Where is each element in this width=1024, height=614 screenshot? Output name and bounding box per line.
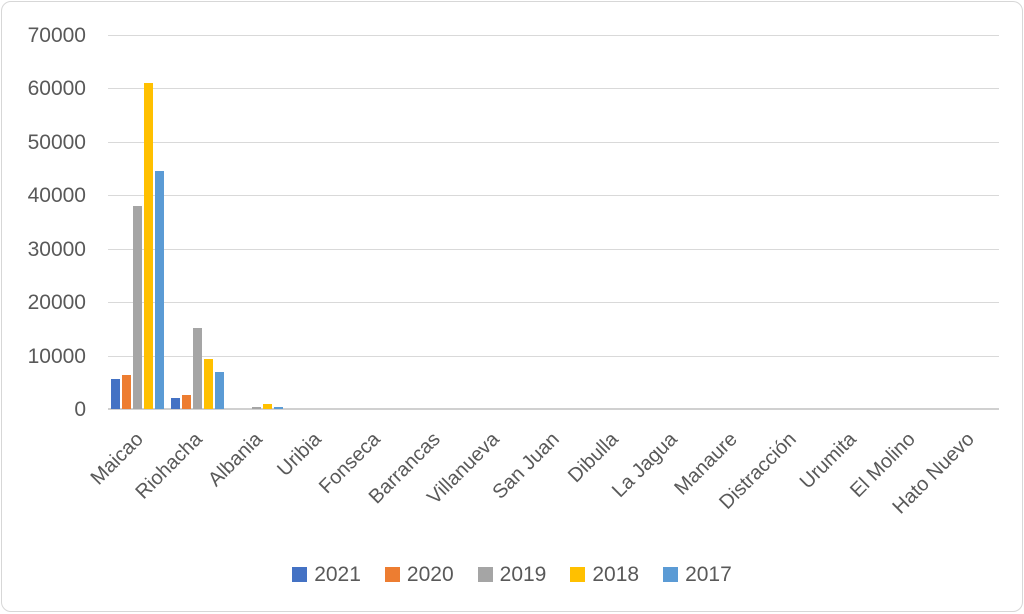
bar-2018-riohacha (203, 358, 213, 409)
bar-2017-maicao (155, 171, 165, 409)
y-axis-tick-label: 20000 (27, 291, 86, 315)
bar-2018-maicao (144, 83, 154, 409)
legend-swatch-icon (570, 567, 586, 582)
gridline (108, 248, 999, 250)
bar-2021-maicao (111, 378, 121, 409)
bar-2018-albania (263, 404, 272, 409)
bar-2020-maicao (122, 374, 132, 409)
legend-swatch-icon (292, 567, 308, 582)
legend-label: 2017 (685, 563, 732, 586)
y-axis-tick-label: 0 (74, 398, 86, 421)
y-axis-tick-label: 10000 (27, 344, 86, 368)
legend-label: 2021 (314, 563, 361, 586)
gridline (108, 355, 999, 357)
bar-2019-maicao (133, 205, 143, 409)
y-axis-tick-label: 30000 (27, 237, 86, 261)
gridline (108, 88, 999, 90)
legend-label: 2019 (499, 563, 547, 586)
bar-2021-riohacha (170, 397, 180, 409)
legend-label: 2020 (406, 563, 454, 586)
bar-2017-albania (274, 407, 283, 409)
legend-item-2020: 2020 (384, 563, 454, 586)
legend-item-2021: 2021 (292, 564, 361, 585)
bar-2019-riohacha (192, 328, 202, 409)
bar-2019-albania (252, 406, 261, 409)
gridline (108, 302, 999, 304)
y-axis-tick-label: 50000 (27, 130, 86, 154)
bar-2020-riohacha (181, 394, 191, 409)
y-axis-tick-label: 40000 (27, 184, 86, 208)
legend-swatch-icon (477, 567, 493, 582)
y-axis-tick-label: 60000 (27, 77, 86, 101)
legend-item-2018: 2018 (570, 564, 639, 585)
x-axis-line (108, 408, 999, 410)
gridline (108, 195, 999, 197)
chart-legend: 2021 2020 2019 2018 2017 (2, 564, 1022, 585)
legend-item-2019: 2019 (477, 563, 547, 586)
legend-item-2017: 2017 (663, 564, 732, 585)
bar-2017-riohacha (214, 371, 224, 409)
gridline (108, 35, 999, 36)
y-axis-tick-label: 70000 (27, 24, 86, 47)
legend-swatch-icon (663, 567, 679, 582)
legend-label: 2018 (592, 563, 640, 586)
gridline (108, 141, 999, 143)
legend-swatch-icon (384, 567, 400, 582)
